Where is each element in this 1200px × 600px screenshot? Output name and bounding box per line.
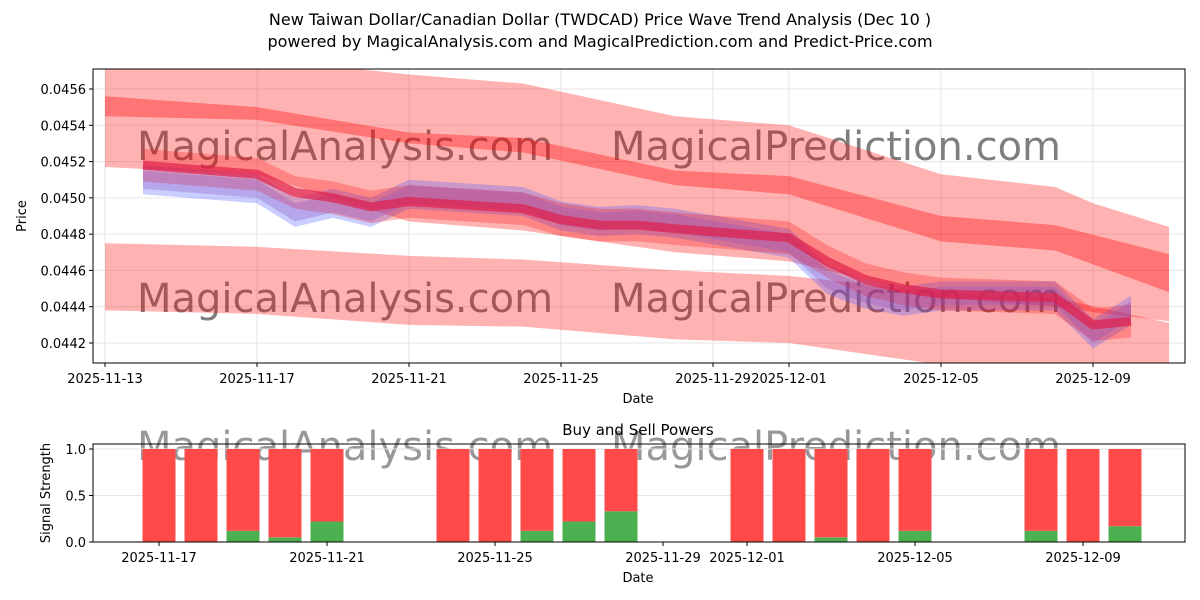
buy-bar	[562, 521, 596, 542]
y-tick-label: 1.0	[65, 443, 86, 458]
y-tick-label: 0.0442	[41, 337, 87, 352]
sell-bar	[1024, 449, 1058, 531]
buy-bar	[226, 530, 260, 542]
x-tick-label: 2025-11-25	[523, 372, 599, 387]
band-lower-outer	[105, 243, 1169, 363]
band-upper-outer	[105, 69, 1169, 322]
y-tick-label: 0.0454	[41, 119, 87, 134]
x-tick-label: 2025-11-21	[289, 551, 365, 566]
watermark: MagicalAnalysis.com	[137, 276, 553, 322]
buy-bar	[898, 530, 932, 542]
price-plot: MagicalAnalysis.com MagicalPrediction.com…	[93, 69, 1185, 363]
buy-bar	[1024, 530, 1058, 542]
sell-bar	[268, 449, 302, 538]
x-tick-label: 2025-11-29	[675, 372, 751, 387]
x-tick-label: 2025-11-17	[121, 551, 197, 566]
x-tick-label: 2025-11-17	[219, 372, 295, 387]
sell-bar	[142, 449, 176, 542]
buy-bar	[310, 521, 344, 542]
y-axis-label: Price	[15, 200, 30, 232]
plot-frame	[92, 68, 1186, 364]
sell-bar	[856, 449, 890, 542]
sell-bar	[562, 449, 596, 522]
sell-bar	[1108, 449, 1142, 527]
purple-wave-band	[143, 170, 1131, 343]
band-upper-trend	[105, 96, 1169, 293]
sell-bar	[436, 449, 470, 542]
y-tick-label: 0.0448	[41, 228, 87, 243]
x-tick-label: 2025-12-05	[877, 551, 953, 566]
sell-bar	[604, 449, 638, 512]
sell-bar	[520, 449, 554, 531]
buy-bar	[268, 537, 302, 542]
y-tick-label: 0.0444	[41, 301, 87, 316]
x-tick-label: 2025-11-21	[371, 372, 447, 387]
chart-subtitle: powered by MagicalAnalysis.com and Magic…	[267, 32, 933, 51]
y-tick-label: 0.0456	[41, 83, 87, 98]
plot-frame	[92, 443, 1186, 543]
x-tick-label: 2025-11-29	[625, 551, 701, 566]
x-tick-label: 2025-12-09	[1045, 551, 1121, 566]
chart-title: New Taiwan Dollar/Canadian Dollar (TWDCA…	[268, 10, 932, 29]
x-axis-label: Date	[622, 571, 653, 586]
sell-bar	[184, 449, 218, 542]
y-tick-label: 0.0450	[41, 192, 87, 207]
blue-wave-band	[143, 165, 1131, 349]
red-wave-band	[143, 148, 1131, 342]
sell-bar	[772, 449, 806, 542]
sell-bar	[730, 449, 764, 542]
x-tick-label: 2025-12-09	[1055, 372, 1131, 387]
sell-bar	[478, 449, 512, 542]
y-axis-label: Signal Strength	[39, 443, 54, 543]
x-tick-label: 2025-11-25	[457, 551, 533, 566]
y-tick-label: 0.0452	[41, 156, 87, 171]
buy-bar	[520, 530, 554, 542]
price-line	[142, 160, 1132, 330]
y-tick-label: 0.0446	[41, 264, 87, 279]
watermark: MagicalPrediction.com	[611, 124, 1061, 170]
buy-bar	[604, 511, 638, 542]
x-tick-label: 2025-12-01	[709, 551, 785, 566]
sell-bar	[898, 449, 932, 531]
sell-bar	[814, 449, 848, 538]
sell-bar	[310, 449, 344, 522]
x-tick-label: 2025-12-01	[751, 372, 827, 387]
y-tick-label: 0.5	[65, 490, 86, 505]
x-axis-label: Date	[622, 392, 653, 407]
x-tick-label: 2025-12-05	[903, 372, 979, 387]
sell-bar	[1066, 449, 1100, 542]
y-tick-label: 0.0	[65, 536, 86, 551]
sell-bar	[226, 449, 260, 531]
x-tick-label: 2025-11-13	[67, 372, 143, 387]
subchart-title: Buy and Sell Powers	[562, 421, 714, 439]
buy-bar	[814, 537, 848, 542]
buy-bar	[1108, 526, 1142, 542]
watermark: MagicalAnalysis.com	[137, 124, 553, 170]
